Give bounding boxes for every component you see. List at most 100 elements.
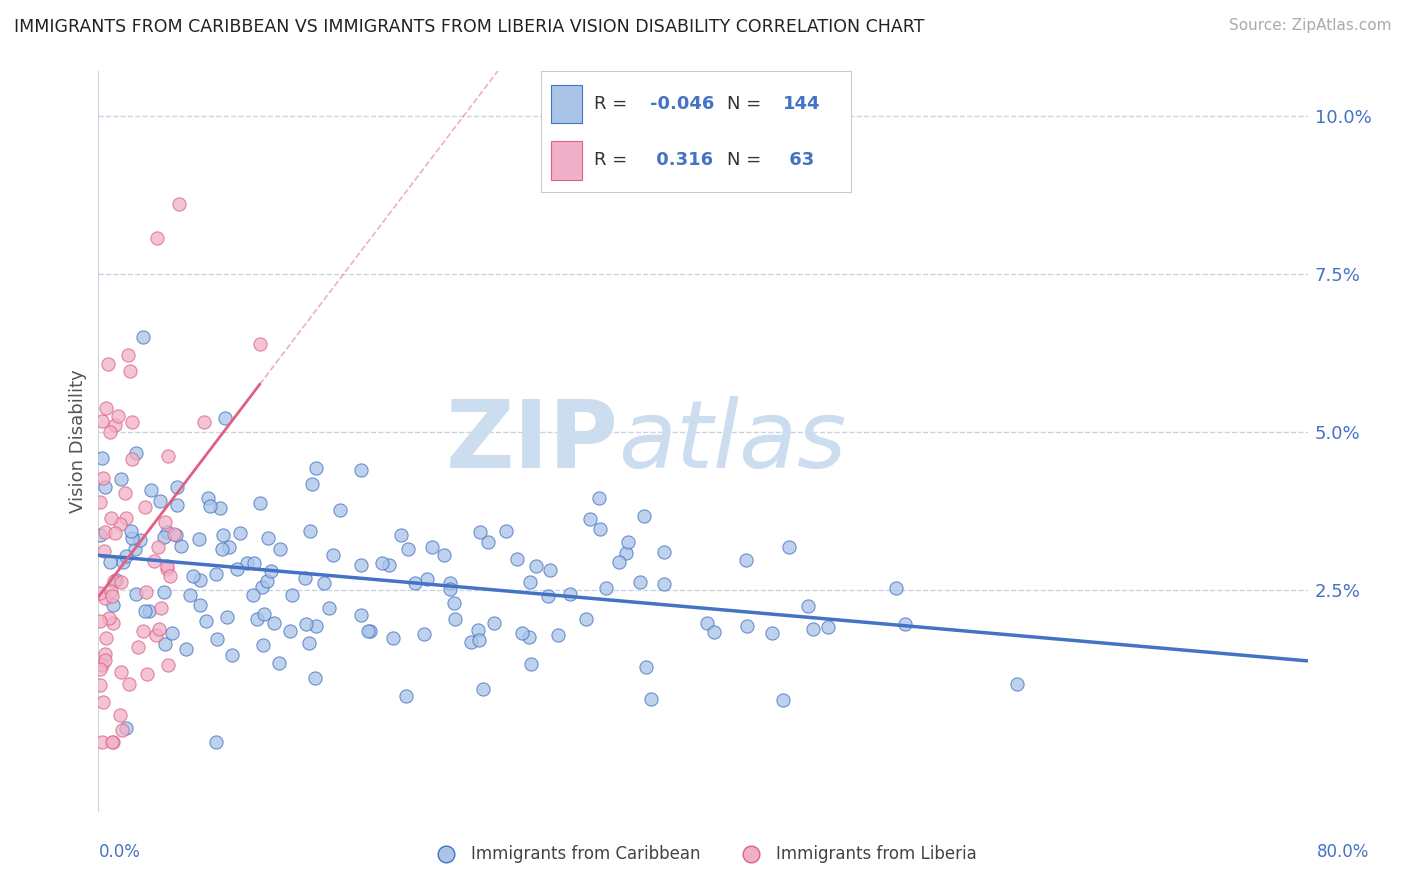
Point xyxy=(575,611,598,625)
Point xyxy=(482,615,505,630)
Point xyxy=(91,471,114,485)
Point xyxy=(145,231,167,245)
Point xyxy=(433,548,456,562)
Text: 144: 144 xyxy=(783,95,820,113)
Point xyxy=(472,682,495,697)
Point xyxy=(252,638,274,652)
Point xyxy=(443,596,465,610)
Point xyxy=(467,623,489,637)
Point xyxy=(104,418,127,433)
Point xyxy=(378,558,401,572)
Point xyxy=(263,616,285,631)
Point xyxy=(395,689,418,703)
Text: N =: N = xyxy=(727,95,766,113)
Point xyxy=(94,524,117,539)
Point xyxy=(772,693,794,707)
Point xyxy=(246,612,269,626)
Point xyxy=(124,542,146,557)
Point xyxy=(120,364,142,378)
Point xyxy=(538,563,561,577)
Point xyxy=(524,558,547,573)
Text: IMMIGRANTS FROM CARIBBEAN VS IMMIGRANTS FROM LIBERIA VISION DISABILITY CORRELATI: IMMIGRANTS FROM CARIBBEAN VS IMMIGRANTS … xyxy=(14,18,924,36)
Point xyxy=(495,524,517,538)
Point xyxy=(194,614,217,628)
Point xyxy=(125,587,148,601)
Point xyxy=(156,525,179,540)
Point xyxy=(91,695,114,709)
Point xyxy=(166,480,188,494)
Point xyxy=(1007,676,1029,690)
Point xyxy=(94,653,117,667)
Point xyxy=(156,449,179,463)
Point xyxy=(761,626,783,640)
Point xyxy=(242,588,264,602)
Point xyxy=(132,330,155,344)
Point xyxy=(193,415,215,429)
Point xyxy=(94,647,117,661)
Point xyxy=(89,615,111,629)
Point xyxy=(117,348,139,362)
Point xyxy=(94,479,117,493)
Point xyxy=(89,586,111,600)
Point xyxy=(249,496,271,510)
Point xyxy=(607,555,630,569)
Legend: Immigrants from Caribbean, Immigrants from Liberia: Immigrants from Caribbean, Immigrants fr… xyxy=(423,838,983,870)
Point xyxy=(301,476,323,491)
Point xyxy=(477,535,499,549)
Point xyxy=(103,526,125,541)
Point xyxy=(93,544,115,558)
Point xyxy=(381,631,404,645)
Point xyxy=(654,545,676,559)
Point xyxy=(120,524,142,538)
Point xyxy=(413,627,436,641)
Point xyxy=(152,530,174,544)
Point xyxy=(211,541,233,556)
Text: 80.0%: 80.0% xyxy=(1316,843,1369,861)
Point xyxy=(97,357,120,371)
Point xyxy=(579,512,602,526)
Point xyxy=(91,657,114,672)
Point xyxy=(134,604,156,618)
Point xyxy=(149,494,172,508)
Point xyxy=(132,624,155,639)
Point xyxy=(617,535,640,549)
Point xyxy=(350,463,373,477)
Point xyxy=(329,503,352,517)
Point xyxy=(470,525,492,540)
Point xyxy=(269,541,291,556)
Point xyxy=(735,553,758,567)
Point xyxy=(304,461,326,475)
Point xyxy=(110,516,132,531)
Text: 63: 63 xyxy=(783,152,814,169)
Point xyxy=(94,631,117,645)
Point xyxy=(121,415,143,429)
Point xyxy=(243,556,266,570)
Point xyxy=(179,588,201,602)
Point xyxy=(519,574,541,589)
Point xyxy=(614,546,637,560)
Point xyxy=(737,618,759,632)
Point xyxy=(517,630,540,644)
Point xyxy=(226,562,249,576)
Point xyxy=(520,657,543,672)
Point xyxy=(506,552,529,566)
Point xyxy=(181,569,204,583)
Point xyxy=(170,539,193,553)
Point xyxy=(278,624,301,638)
Point xyxy=(636,660,658,674)
Point xyxy=(98,425,121,440)
Point xyxy=(127,640,149,654)
Point xyxy=(209,500,232,515)
Point xyxy=(155,515,177,529)
Point xyxy=(145,628,167,642)
Text: atlas: atlas xyxy=(619,396,846,487)
Point xyxy=(91,451,114,466)
Point xyxy=(322,548,344,562)
Point xyxy=(98,611,121,625)
Point xyxy=(696,615,718,630)
Point xyxy=(205,632,228,647)
Point xyxy=(89,527,111,541)
Point xyxy=(249,336,271,351)
Point xyxy=(558,587,581,601)
Point xyxy=(115,549,138,563)
